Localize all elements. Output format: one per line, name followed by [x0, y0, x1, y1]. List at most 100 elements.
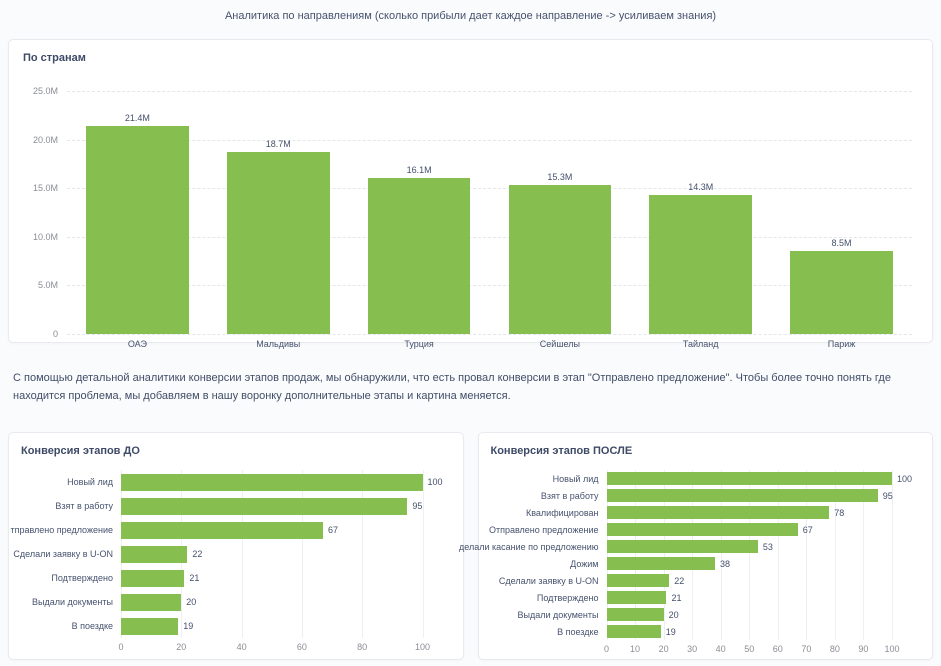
stage-label: Новый лид — [67, 477, 113, 487]
stage-label: Квалифицирован — [526, 507, 599, 518]
analysis-note: С помощью детальной аналитики конверсии … — [13, 372, 891, 402]
bar-0[interactable] — [606, 472, 892, 485]
bar-column-0: 21.4M — [67, 91, 208, 334]
bar-4[interactable] — [649, 195, 753, 334]
x-category-label-2: Турция — [404, 339, 434, 349]
gridline — [301, 470, 303, 638]
bar-3[interactable] — [121, 545, 188, 563]
bar-column-2: 16.1M — [349, 91, 490, 334]
bar-value-label: 38 — [719, 558, 730, 569]
funnel-row-7: Подтверждено 21 — [537, 589, 893, 606]
x-tick-label: 20 — [176, 642, 187, 652]
bar-value-label: 21 — [671, 592, 682, 603]
stage-label: Взят в работу — [540, 490, 599, 501]
bar-6[interactable] — [606, 574, 670, 587]
bar-2[interactable] — [367, 177, 471, 334]
y-tick-label: 10.0M — [32, 231, 58, 242]
stage-label: Новый лид — [552, 473, 599, 484]
funnel-row-9: В поездке 19 — [557, 623, 893, 640]
bar-5[interactable] — [606, 557, 715, 570]
stage-label: Сделали заявку в U-ON — [13, 549, 113, 559]
x-tick-label: 100 — [414, 642, 431, 652]
plot-area: Новый лид 100 Взят в работу 95 тправлено пре… — [10, 470, 443, 638]
x-axis: 0 10 20 30 40 50 60 70 80 90 100 — [604, 640, 900, 658]
x-category-label-1: Мальдивы — [256, 339, 301, 349]
gridline — [635, 470, 637, 640]
gridline — [692, 470, 694, 640]
gridline — [863, 470, 865, 640]
bar-5[interactable] — [121, 593, 182, 611]
conversion-before-title: Конверсия этапов ДО — [21, 445, 140, 457]
bar-4[interactable] — [606, 540, 758, 553]
x-tick-label: 40 — [715, 644, 726, 654]
bar-value-label: 8.5M — [831, 238, 852, 249]
bar-4[interactable] — [121, 569, 185, 587]
funnel-row-2: тправлено предложение 67 — [10, 518, 423, 542]
bar-2[interactable] — [121, 521, 323, 539]
by-country-chart-title: По странам — [23, 52, 86, 64]
bar-7[interactable] — [606, 591, 667, 604]
bar-3[interactable] — [606, 523, 798, 536]
gridline — [67, 236, 912, 238]
stage-label: Подтверждено — [51, 573, 113, 583]
x-tick-label: 80 — [357, 642, 368, 652]
bar-0[interactable] — [86, 126, 189, 334]
x-category-label-4: Тайланд — [682, 339, 719, 349]
bar-0[interactable] — [121, 473, 423, 491]
gridline — [241, 470, 243, 638]
x-tick-label: 50 — [744, 644, 755, 654]
gridline — [67, 91, 912, 92]
bar-value-label: 16.1M — [406, 164, 432, 175]
gridline — [806, 470, 808, 640]
stage-label: Подтверждено — [536, 592, 599, 603]
bar-value-label: 14.3M — [688, 182, 714, 193]
bar-value-label: 19 — [665, 626, 676, 637]
bar-3[interactable] — [508, 185, 612, 334]
stage-label: тправлено предложение — [10, 525, 113, 535]
bar-8[interactable] — [606, 608, 664, 621]
funnel-row-1: Взят в работу 95 — [55, 494, 423, 518]
stage-label: Взят в работу — [55, 501, 113, 511]
bar-column-4: 14.3M — [630, 91, 771, 334]
gridline — [67, 188, 912, 190]
bar-value-label: 22 — [674, 575, 685, 586]
bar-5[interactable] — [790, 251, 893, 334]
bar-value-label: 19 — [183, 621, 194, 631]
x-tick-label: 80 — [829, 644, 840, 654]
y-tick-label: 5.0M — [37, 280, 58, 291]
funnel-row-8: Выдали документы 20 — [518, 606, 893, 623]
x-tick-label: 40 — [236, 642, 247, 652]
bar-value-label: 21.4M — [124, 113, 150, 123]
bar-2[interactable] — [606, 506, 830, 519]
gridline — [67, 334, 912, 335]
by-country-category-axis: ОАЭ Мальдивы Турция Сейшелы Тайланд Париж — [67, 339, 912, 349]
y-tick-label: 20.0M — [32, 134, 58, 145]
conversion-after-title: Конверсия этапов ПОСЛЕ — [490, 445, 633, 457]
funnel-row-0: Новый лид 100 — [553, 470, 912, 487]
x-category-label-0: ОАЭ — [127, 339, 147, 349]
bar-1[interactable] — [121, 497, 408, 515]
x-tick-label: 20 — [658, 644, 669, 654]
bar-6[interactable] — [121, 617, 179, 635]
gridline — [834, 470, 836, 640]
bar-1[interactable] — [226, 152, 330, 334]
bar-value-label: 95 — [882, 490, 893, 501]
bar-value-label: 53 — [762, 541, 773, 552]
funnel-row-4: делали касание по предложению 53 — [459, 538, 893, 555]
bar-1[interactable] — [606, 489, 878, 502]
x-tick-label: 70 — [801, 644, 812, 654]
gridline — [67, 139, 912, 141]
bar-value-label: 100 — [427, 477, 443, 487]
bar-value-label: 67 — [328, 525, 339, 535]
gridline — [606, 470, 608, 640]
funnel-row-6: Сделали заявку в U-ON 22 — [499, 572, 893, 589]
stage-label: Отправлено предложение — [488, 524, 599, 535]
y-tick-label: 25.0M — [32, 86, 58, 96]
bar-column-5: 8.5M — [771, 91, 912, 334]
funnel-row-3: Сделали заявку в U-ON 22 — [13, 542, 423, 566]
x-axis: 0 20 40 60 80 100 — [118, 638, 430, 656]
x-tick-label: 0 — [118, 642, 124, 652]
stage-label: Дожим — [570, 558, 599, 569]
gridline — [777, 470, 779, 640]
bar-9[interactable] — [606, 625, 661, 638]
